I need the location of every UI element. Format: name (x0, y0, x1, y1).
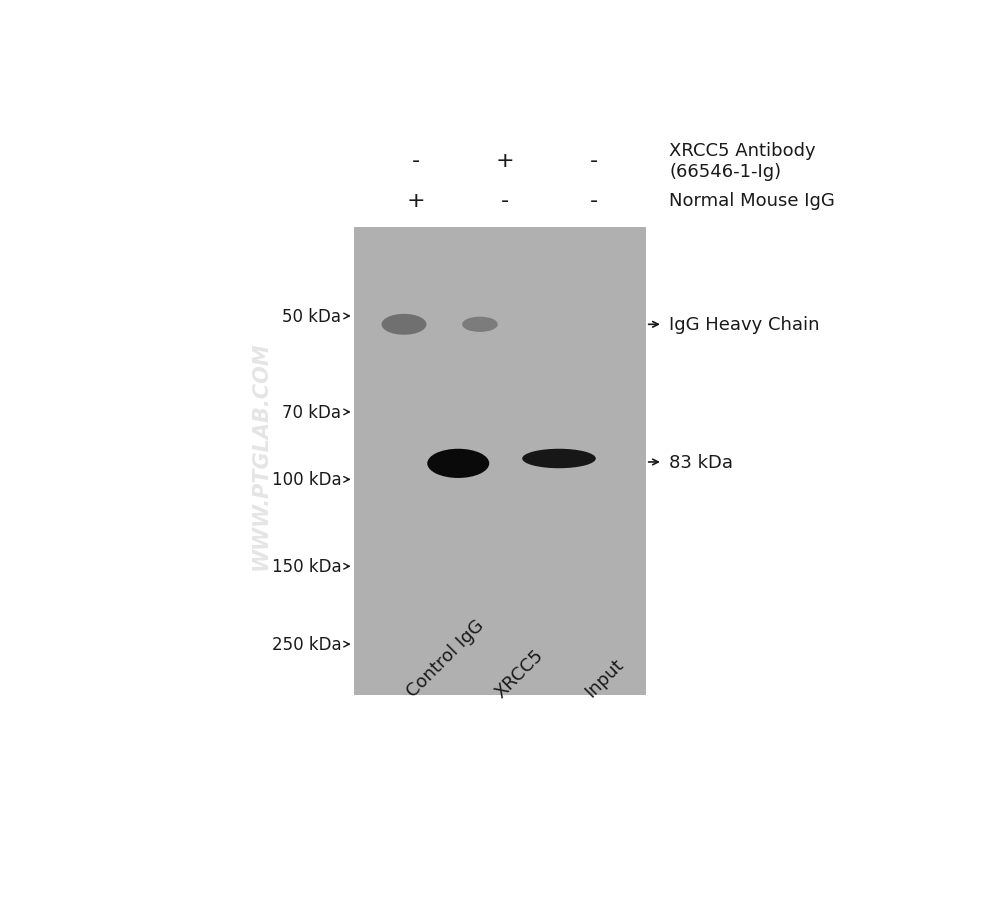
Text: Input: Input (581, 655, 627, 701)
Text: IgG Heavy Chain: IgG Heavy Chain (669, 316, 820, 334)
Text: WWW.PTGLAB.COM: WWW.PTGLAB.COM (251, 341, 271, 570)
Text: XRCC5 Antibody
(66546-1-Ig): XRCC5 Antibody (66546-1-Ig) (669, 142, 816, 180)
Text: 100 kDa: 100 kDa (272, 471, 341, 489)
Text: XRCC5: XRCC5 (492, 645, 548, 701)
Text: -: - (412, 151, 420, 171)
Text: 70 kDa: 70 kDa (282, 403, 341, 421)
Ellipse shape (427, 449, 489, 478)
Text: Control IgG: Control IgG (403, 616, 487, 701)
Ellipse shape (522, 449, 596, 469)
Text: Normal Mouse IgG: Normal Mouse IgG (669, 191, 835, 209)
Text: +: + (495, 151, 514, 171)
Text: 83 kDa: 83 kDa (669, 454, 733, 472)
Text: 50 kDa: 50 kDa (282, 308, 341, 326)
FancyBboxPatch shape (354, 227, 646, 695)
Text: 250 kDa: 250 kDa (272, 635, 341, 653)
Text: -: - (590, 151, 598, 171)
Text: -: - (590, 190, 598, 210)
Text: +: + (406, 190, 425, 210)
Ellipse shape (462, 318, 498, 333)
Text: -: - (501, 190, 509, 210)
Text: 150 kDa: 150 kDa (272, 557, 341, 575)
Ellipse shape (382, 315, 426, 336)
